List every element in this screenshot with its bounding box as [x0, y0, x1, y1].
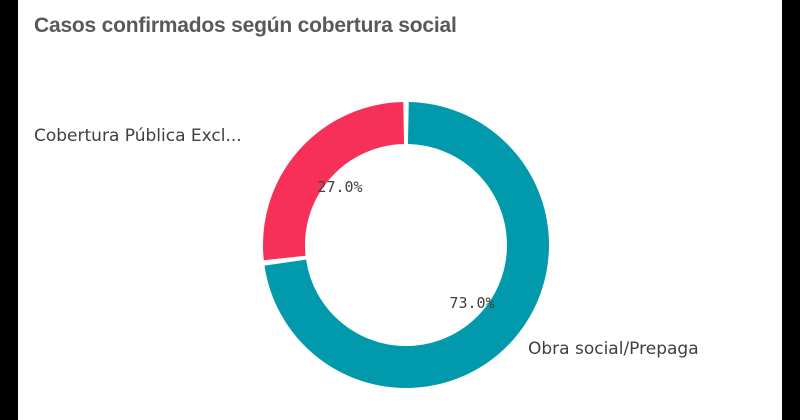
slice-value-label-0: 27.0% — [317, 178, 362, 196]
donut-chart: 27.0% 73.0% Cobertura Pública Excl... Obra … — [34, 102, 699, 388]
chart-card: Casos confirmados según cobertura social… — [18, 0, 782, 420]
slice-category-label-0: Cobertura Pública Excl... — [34, 126, 242, 146]
donut-slice-1[interactable] — [264, 102, 549, 388]
donut-slice-0[interactable] — [263, 102, 405, 261]
chart-title: Casos confirmados según cobertura social — [34, 14, 457, 37]
slice-category-label-1: Obra social/Prepaga — [528, 339, 699, 359]
slice-value-label-1: 73.0% — [449, 294, 494, 312]
